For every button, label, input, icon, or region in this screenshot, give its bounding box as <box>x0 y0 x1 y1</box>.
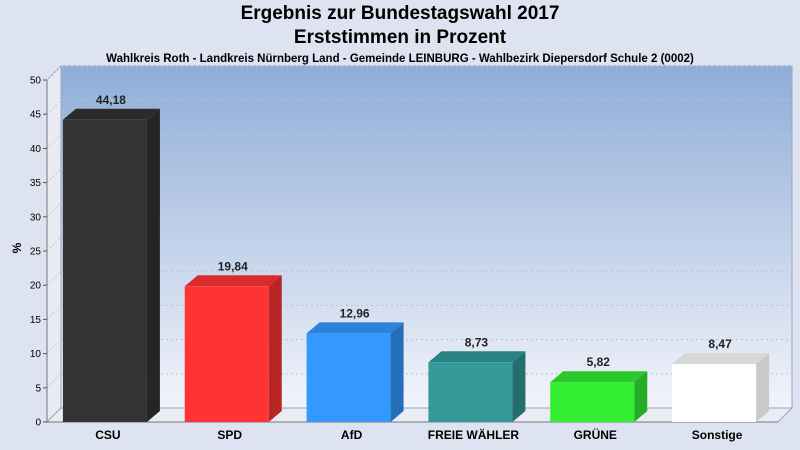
chart-title: Ergebnis zur Bundestagswahl 2017 <box>240 3 560 24</box>
grid-line-side <box>46 373 62 389</box>
x-tick-label: GRÜNE <box>574 427 617 442</box>
data-label: 8,47 <box>708 337 732 351</box>
chart-caption: Wahlkreis Roth - Landkreis Nürnberg Land… <box>106 53 694 65</box>
y-tick-label: 25 <box>30 247 42 258</box>
bar-gr-ne <box>550 371 648 422</box>
x-tick-label: FREIE WÄHLER <box>428 427 520 442</box>
bar-sonstige <box>672 353 770 422</box>
grid-line-side <box>46 202 62 218</box>
y-tick-label: 40 <box>30 144 42 155</box>
y-tick-label: 0 <box>35 418 41 429</box>
bar-spd <box>184 275 282 422</box>
data-label: 8,73 <box>465 335 489 349</box>
x-tick-label: CSU <box>95 428 120 442</box>
x-tick-label: AfD <box>341 428 363 442</box>
data-label: 19,84 <box>218 259 248 273</box>
chart-subtitle: Erststimmen in Prozent <box>293 27 507 48</box>
data-label: 44,18 <box>96 93 126 107</box>
bar-side <box>146 108 160 422</box>
y-tick-label: 35 <box>30 178 42 189</box>
grid-line-side <box>46 168 62 183</box>
data-label: 12,96 <box>340 306 370 320</box>
y-tick-label: 50 <box>30 76 42 87</box>
grid-line-side <box>46 99 62 115</box>
bar-top <box>184 275 282 287</box>
bar-top <box>550 371 648 383</box>
bar-front <box>672 364 757 422</box>
grid-line-side <box>46 305 62 320</box>
x-tick-label: Sonstige <box>692 428 743 442</box>
bar-top <box>62 108 160 120</box>
bar-afd <box>306 322 404 422</box>
bar-top <box>428 351 526 363</box>
y-axis-label: % <box>10 242 24 253</box>
y-tick-label: 15 <box>30 315 42 326</box>
bar-side <box>756 353 770 422</box>
y-tick-label: 20 <box>30 281 42 292</box>
bar-freie-w-hler <box>428 351 526 422</box>
bar-side <box>390 322 404 422</box>
y-tick-label: 45 <box>30 110 42 121</box>
bar-front <box>62 119 147 422</box>
grid-line-side <box>46 270 62 286</box>
grid-line-side <box>46 134 62 149</box>
bar-side <box>512 351 526 422</box>
bar-side <box>268 275 282 422</box>
x-tick-label: SPD <box>217 428 242 442</box>
grid-line-side <box>46 236 62 252</box>
y-tick-label: 5 <box>35 383 41 394</box>
data-label: 5,82 <box>587 355 611 369</box>
bar-front <box>550 382 635 422</box>
bar-front <box>184 286 269 422</box>
bar-top <box>672 353 770 365</box>
bar-csu <box>62 108 160 422</box>
bar-front <box>306 333 391 422</box>
y-tick-label: 30 <box>30 212 42 223</box>
grid-line-side <box>46 65 62 81</box>
grid-line-side <box>46 339 62 354</box>
bar-front <box>428 362 513 422</box>
y-tick-label: 10 <box>30 349 42 360</box>
bar-top <box>306 322 404 334</box>
bar-side <box>634 371 648 422</box>
